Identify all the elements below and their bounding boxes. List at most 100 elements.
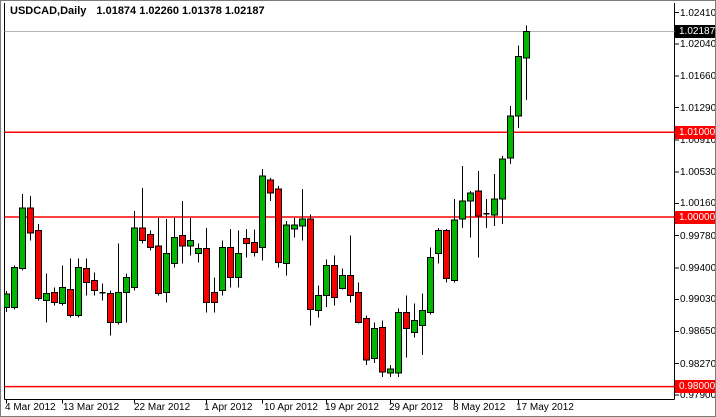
candle (339, 268, 346, 290)
price-axis-label: 0.97900 (680, 390, 716, 402)
candle-body (475, 190, 482, 217)
candle-body (115, 291, 122, 323)
candle-body (267, 179, 274, 194)
candle (4, 290, 10, 312)
candle (443, 228, 450, 283)
candle-body (387, 368, 394, 374)
candle (27, 195, 34, 241)
candle-body (179, 235, 186, 247)
candle-body (459, 200, 466, 220)
time-axis-label: 8 May 2012 (453, 402, 506, 413)
candle-body (219, 247, 226, 292)
candle-body (291, 224, 298, 230)
candle (195, 243, 202, 263)
candle-body (411, 319, 418, 333)
ohlc-values: 1.01874 1.02260 1.01378 1.02187 (96, 5, 265, 17)
time-axis-label: 29 Apr 2012 (389, 402, 443, 413)
level-lines-layer (4, 31, 675, 388)
candle-body (51, 291, 58, 303)
candle (299, 188, 306, 241)
time-axis-label: 22 Mar 2012 (134, 402, 191, 413)
price-axis-label: 0.99780 (680, 230, 716, 242)
candle (91, 272, 98, 296)
candle-body (491, 198, 498, 216)
candle (219, 240, 226, 296)
candle (307, 214, 314, 326)
candle (419, 293, 426, 356)
candle (147, 230, 154, 251)
candle-body (123, 277, 130, 293)
candle (315, 285, 322, 318)
candle (435, 227, 442, 264)
candle (355, 282, 362, 324)
candle (323, 259, 330, 307)
candle-body (195, 248, 202, 255)
candle (451, 198, 458, 283)
candle-body (275, 188, 282, 264)
candle (11, 265, 18, 310)
candle (115, 243, 122, 325)
candle (155, 217, 162, 296)
price-axis-label: 0.98270 (680, 358, 716, 370)
candle (99, 283, 106, 301)
candle-body (27, 207, 34, 234)
candle-body (419, 309, 426, 326)
candle (515, 45, 522, 129)
price-axis-label: 0.99400 (680, 262, 716, 274)
candle-body (107, 292, 114, 323)
candle (83, 258, 90, 296)
candle-body (467, 192, 474, 202)
candle (507, 106, 514, 164)
candle-body (515, 56, 522, 117)
candle-body (339, 275, 346, 289)
candle-body (4, 293, 10, 309)
candle-body (67, 289, 74, 316)
candle (363, 315, 370, 366)
candle (291, 217, 298, 238)
candle-body (435, 230, 442, 255)
price-axis-label: 1.01660 (680, 71, 716, 83)
candle (491, 174, 498, 226)
candle (35, 223, 42, 301)
candle (467, 190, 474, 238)
candle-body (507, 115, 514, 159)
candle (459, 166, 466, 228)
candle (59, 265, 66, 306)
candle (411, 303, 418, 338)
price-axis-label: 1.02410 (680, 7, 716, 19)
candle-body (451, 219, 458, 282)
candle-body (43, 292, 50, 301)
candle-body (131, 227, 138, 289)
candle-body (243, 238, 250, 245)
candle (187, 217, 194, 256)
candle (123, 273, 130, 323)
candle-body (403, 311, 410, 329)
candle-body (227, 247, 234, 279)
candle-body (363, 317, 370, 361)
level-price-badge: 0.98000 (675, 380, 715, 394)
candle-body (347, 275, 354, 296)
candle (107, 290, 114, 336)
candle-body (147, 234, 154, 249)
candle-body (251, 242, 258, 254)
price-axis-label: 1.00530 (680, 167, 716, 179)
candle (523, 25, 530, 101)
candle-body (523, 31, 530, 59)
price-axis-label: 0.98650 (680, 326, 716, 338)
candle (67, 258, 74, 318)
candle (235, 230, 242, 288)
level-price-badge: 1.00000 (675, 210, 715, 224)
candle-body (355, 291, 362, 323)
candle-body (75, 267, 82, 316)
candle (427, 247, 434, 315)
chart-title: USDCAD,Daily 1.01874 1.02260 1.01378 1.02… (10, 5, 265, 17)
candle-body (315, 294, 322, 311)
candle-body (35, 230, 42, 300)
candle-body (59, 287, 66, 305)
candle-body (443, 230, 450, 279)
candle (371, 322, 378, 364)
